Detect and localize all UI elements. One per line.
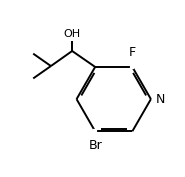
Text: Br: Br [88,139,102,152]
Text: F: F [129,46,136,59]
Text: N: N [155,93,165,106]
Text: OH: OH [64,30,81,39]
